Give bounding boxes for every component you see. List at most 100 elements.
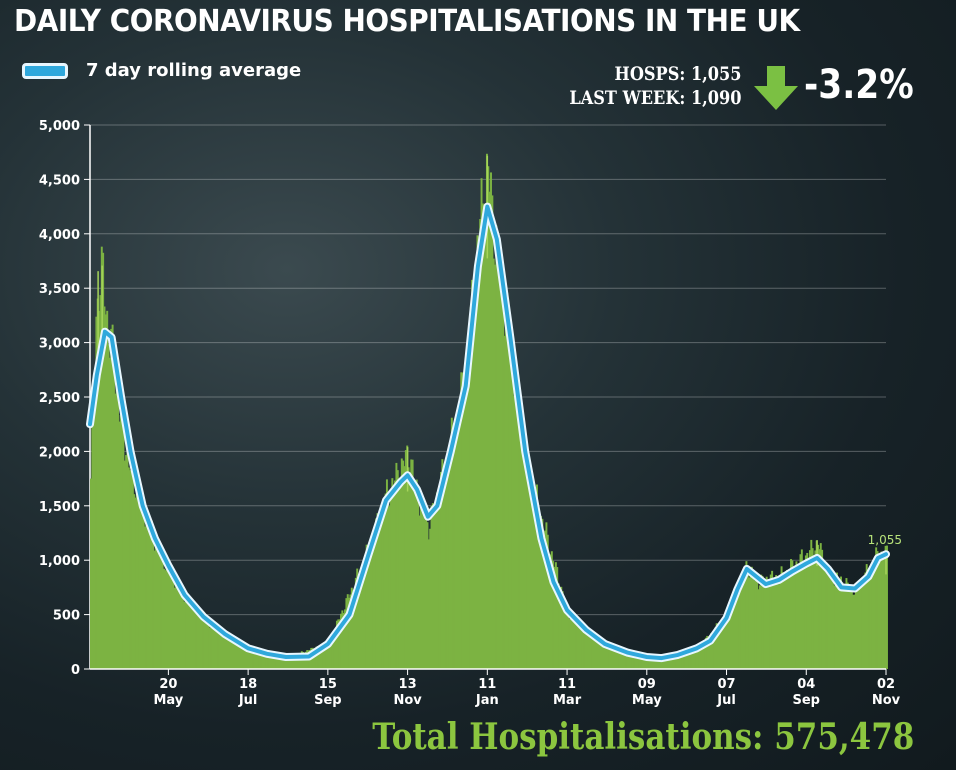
daily-bar <box>549 554 552 669</box>
daily-bar <box>853 594 856 669</box>
daily-bar <box>114 393 117 669</box>
daily-bar <box>545 522 548 669</box>
daily-bar <box>471 279 474 669</box>
daily-bar <box>529 484 532 669</box>
daily-bar <box>871 564 874 669</box>
daily-bar <box>840 576 842 669</box>
daily-bar <box>745 561 748 669</box>
daily-bar <box>381 506 384 669</box>
daily-bar <box>499 267 502 669</box>
daily-bar <box>168 572 171 669</box>
daily-bar <box>476 235 479 670</box>
daily-bar <box>633 655 636 669</box>
daily-bar <box>165 560 168 669</box>
daily-bar <box>148 523 151 669</box>
daily-bar <box>126 450 129 669</box>
daily-bar <box>731 601 734 669</box>
daily-bar <box>540 516 542 669</box>
daily-bar <box>235 640 238 669</box>
daily-bar <box>714 627 717 669</box>
daily-bar <box>644 658 647 669</box>
daily-bar <box>296 653 299 669</box>
daily-bar <box>130 456 133 669</box>
daily-bar <box>400 458 403 669</box>
daily-bar <box>180 589 183 669</box>
daily-bar <box>106 310 109 669</box>
daily-bar <box>99 295 102 669</box>
daily-bar <box>533 502 536 669</box>
total-hospitalisations: Total Hospitalisations: 575,478 <box>371 716 914 758</box>
daily-bar <box>758 585 761 669</box>
daily-bar <box>240 645 242 669</box>
daily-bar <box>604 644 607 669</box>
daily-bar <box>490 172 492 669</box>
daily-bar <box>868 574 871 669</box>
daily-bar <box>798 566 801 669</box>
daily-bar <box>679 652 682 669</box>
daily-bar <box>738 591 741 669</box>
daily-bar <box>646 657 649 669</box>
daily-bar <box>352 589 355 669</box>
daily-bar <box>460 372 463 669</box>
daily-bar <box>656 655 659 669</box>
daily-bar <box>425 515 428 669</box>
daily-bar <box>354 577 357 669</box>
daily-bar <box>207 623 210 669</box>
daily-bar <box>598 641 601 669</box>
daily-bar <box>784 572 787 669</box>
daily-bar <box>100 246 103 669</box>
daily-bar <box>710 633 713 669</box>
daily-bar <box>880 551 883 669</box>
daily-bar <box>861 582 864 669</box>
daily-bar <box>256 650 259 669</box>
daily-bar <box>608 647 611 669</box>
daily-bar <box>325 643 328 669</box>
daily-bar <box>390 490 392 669</box>
daily-bar <box>121 406 124 669</box>
daily-bar <box>250 648 253 669</box>
daily-bar <box>515 365 518 669</box>
daily-bar <box>504 305 507 669</box>
daily-bar <box>127 467 130 669</box>
daily-bar <box>433 512 436 669</box>
daily-bar <box>458 407 461 669</box>
daily-bar <box>506 292 509 669</box>
daily-bar <box>138 502 141 669</box>
daily-bar <box>410 459 413 669</box>
daily-bar <box>200 616 203 669</box>
daily-bar <box>454 425 457 669</box>
daily-bar <box>621 648 624 669</box>
daily-bar <box>329 639 332 669</box>
daily-bar <box>203 622 206 669</box>
daily-bar <box>452 428 455 669</box>
daily-bar <box>283 658 286 669</box>
daily-bar <box>368 556 371 669</box>
daily-bar <box>730 602 733 669</box>
daily-bar <box>196 607 199 669</box>
daily-bar <box>125 455 128 669</box>
rolling-average-series <box>88 204 888 661</box>
daily-bar <box>691 650 694 669</box>
daily-bar <box>285 657 288 669</box>
down-arrow-icon <box>754 66 798 110</box>
daily-bar <box>771 570 774 669</box>
daily-bar <box>611 645 614 669</box>
daily-bar <box>526 451 529 669</box>
daily-bar <box>557 583 560 669</box>
daily-bar <box>338 619 341 669</box>
daily-bar <box>794 568 797 669</box>
daily-bar <box>496 235 499 669</box>
daily-bar <box>464 392 467 669</box>
daily-bar <box>884 545 887 669</box>
daily-bar <box>802 561 805 669</box>
daily-bar <box>538 521 541 669</box>
daily-bar <box>385 479 388 669</box>
daily-bar <box>276 655 279 669</box>
daily-bar <box>465 363 468 669</box>
daily-bar <box>618 650 621 669</box>
daily-bar <box>521 426 524 669</box>
daily-bar <box>417 499 419 669</box>
daily-bar <box>188 606 191 669</box>
y-tick-label: 3,500 <box>39 282 80 297</box>
